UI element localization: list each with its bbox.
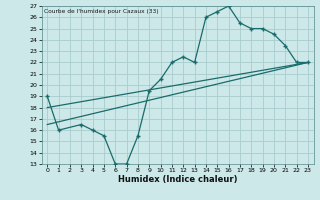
X-axis label: Humidex (Indice chaleur): Humidex (Indice chaleur) xyxy=(118,175,237,184)
Text: Courbe de l'humidex pour Cazaux (33): Courbe de l'humidex pour Cazaux (33) xyxy=(44,9,159,14)
